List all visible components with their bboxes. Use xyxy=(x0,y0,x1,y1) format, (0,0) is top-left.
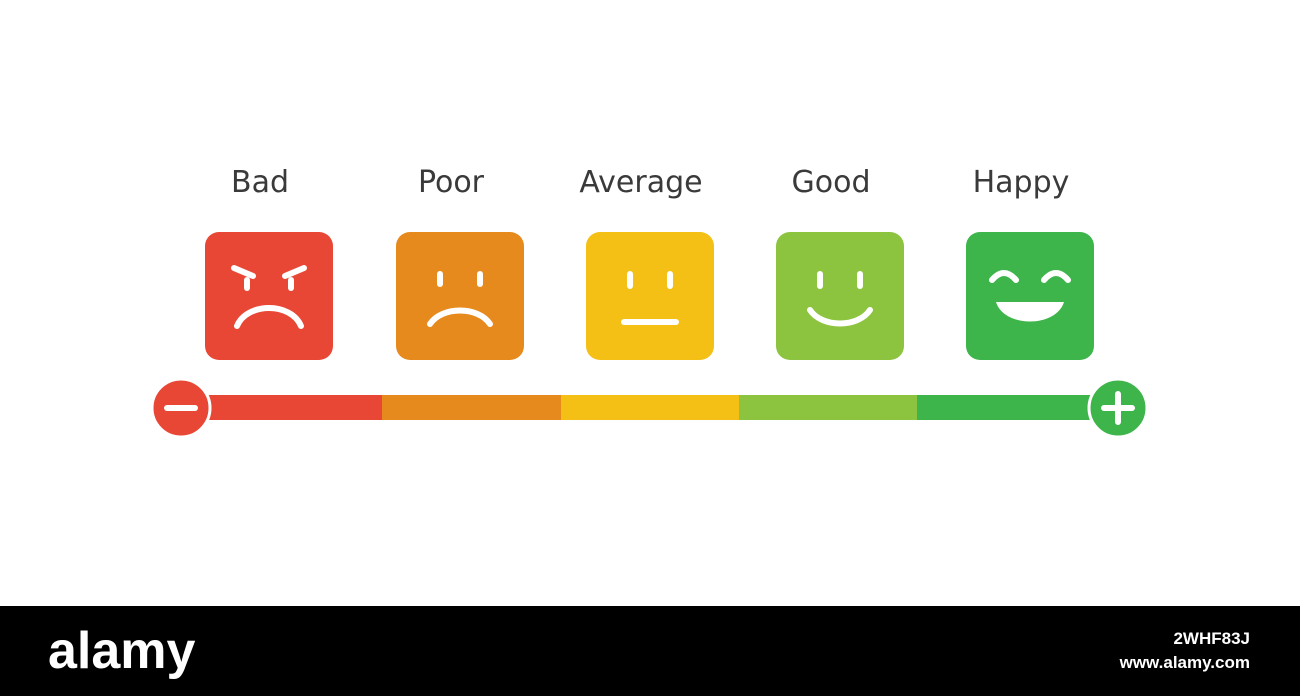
face-feature xyxy=(1041,270,1071,283)
face-mouth xyxy=(996,302,1064,322)
rating-label: Average xyxy=(579,165,702,200)
rating-label: Happy xyxy=(973,165,1070,200)
face-feature xyxy=(427,307,493,327)
plus-icon xyxy=(1101,391,1135,425)
rating-box xyxy=(776,232,904,360)
face-feature xyxy=(234,305,304,329)
scale-segment xyxy=(382,395,561,420)
rating-box xyxy=(966,232,1094,360)
footer-bar xyxy=(0,606,1300,696)
scale-segment xyxy=(182,395,382,420)
footer-image-id: 2WHF83J xyxy=(1173,629,1250,648)
rating-box xyxy=(396,232,524,360)
face-feature xyxy=(231,265,256,279)
scale-segment xyxy=(917,395,1118,420)
rating-label: Bad xyxy=(231,165,289,200)
scale-segment xyxy=(561,395,739,420)
rating-label: Good xyxy=(792,165,871,200)
rating-box xyxy=(586,232,714,360)
face-feature xyxy=(282,265,307,279)
face-feature xyxy=(807,307,873,327)
rating-box xyxy=(205,232,333,360)
scale-segment xyxy=(739,395,917,420)
rating-label: Poor xyxy=(418,165,485,200)
content: Bad Poor Average Good Happy xyxy=(150,165,1149,439)
face-feature xyxy=(989,270,1019,283)
footer-url: www.alamy.com xyxy=(1119,653,1250,672)
footer-logo: alamy xyxy=(48,622,196,680)
